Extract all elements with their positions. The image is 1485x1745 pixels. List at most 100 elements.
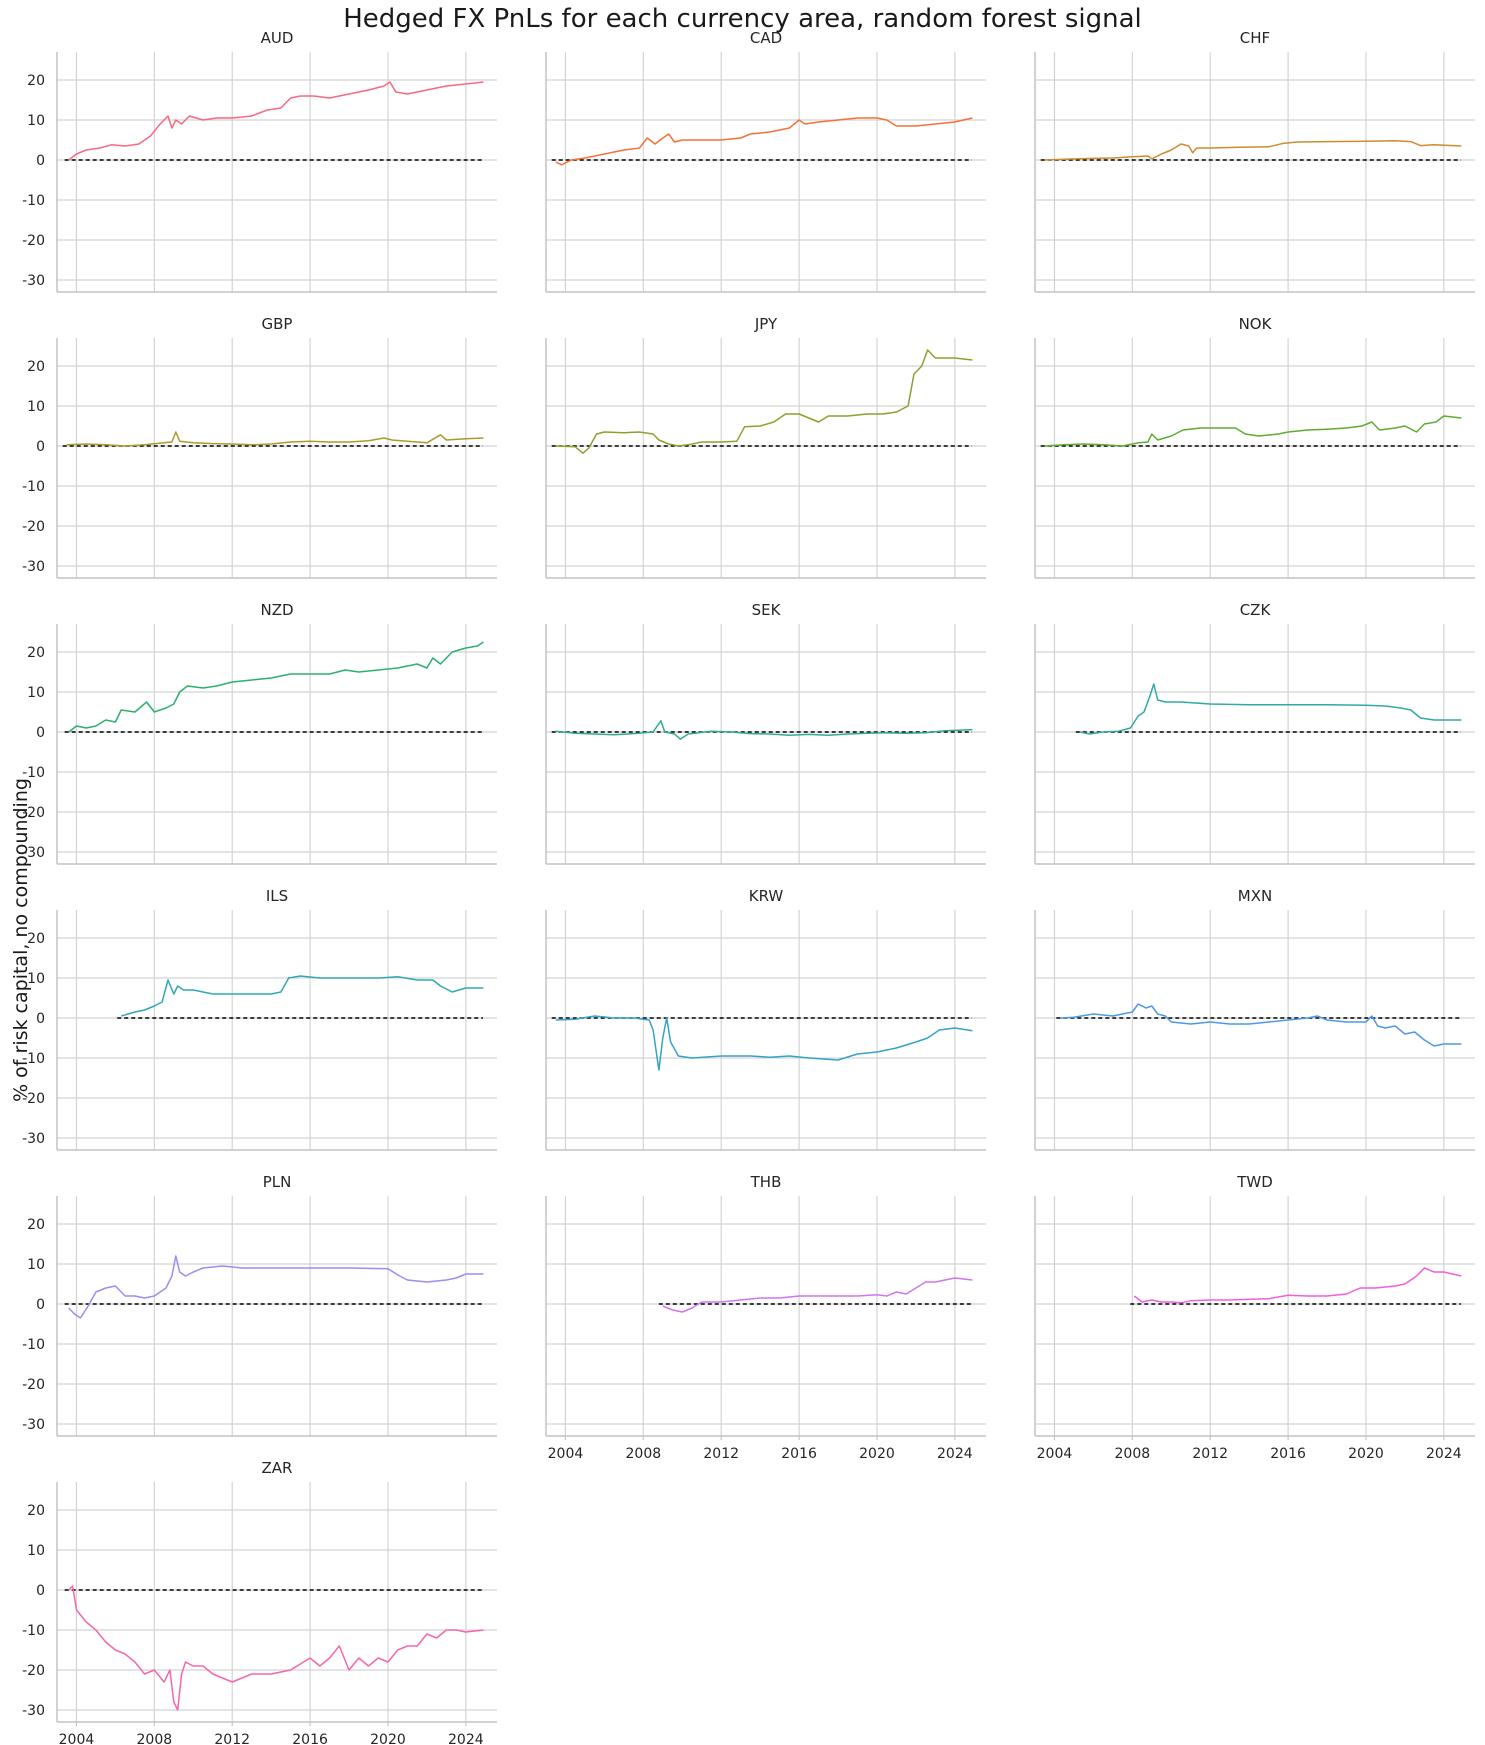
panel-title-thb: THB <box>750 1173 782 1191</box>
y-tick-label: 10 <box>27 113 45 129</box>
x-tick-label: 2012 <box>1192 1446 1228 1462</box>
panel-title-sek: SEK <box>752 601 782 619</box>
y-tick-label: 0 <box>36 439 45 455</box>
panel-nzd: NZD -30 -20 -10 0 10 20 <box>22 601 497 865</box>
y-tick-label: -10 <box>22 1337 45 1353</box>
series-line-gbp <box>66 431 484 447</box>
series-line-jpy <box>555 349 973 454</box>
x-tick-label: 2020 <box>370 1732 406 1745</box>
y-tick-label: 10 <box>27 685 45 701</box>
series-line-chf <box>1044 140 1462 161</box>
series-line-sek <box>555 720 973 740</box>
panel-sek: SEK <box>545 601 986 865</box>
y-tick-label: 0 <box>36 153 45 169</box>
y-tick-label: -20 <box>22 1091 45 1107</box>
y-tick-label: 0 <box>36 1583 45 1599</box>
panel-zar: ZAR -30 -20 -10 0 10 20 2004 2008 2012 2016 2020 202… <box>22 1459 497 1745</box>
series-line-ils <box>120 975 484 1017</box>
panel-title-krw: KRW <box>749 887 784 905</box>
y-tick-label: -20 <box>22 805 45 821</box>
series-line-pln <box>68 1255 484 1319</box>
panel-title-jpy: JPY <box>754 315 778 333</box>
y-tick-label: 10 <box>27 1257 45 1273</box>
panel-title-mxn: MXN <box>1238 887 1272 905</box>
y-tick-label: -30 <box>22 1131 45 1147</box>
x-tick-label: 2024 <box>937 1446 973 1462</box>
panel-title-nok: NOK <box>1239 315 1273 333</box>
panel-krw: KRW <box>545 887 986 1151</box>
series-line-zar <box>68 1585 484 1711</box>
x-tick-label: 2008 <box>626 1446 662 1462</box>
x-tick-label: 2024 <box>448 1732 484 1745</box>
y-tick-label: 10 <box>27 399 45 415</box>
x-tick-label: 2020 <box>1348 1446 1384 1462</box>
panel-title-ils: ILS <box>266 887 288 905</box>
y-tick-label: 10 <box>27 971 45 987</box>
y-tick-label: -10 <box>22 193 45 209</box>
panel-title-chf: CHF <box>1240 29 1270 47</box>
panel-title-czk: CZK <box>1240 601 1272 619</box>
panel-nok: NOK <box>1034 315 1475 579</box>
y-tick-label: -20 <box>22 233 45 249</box>
series-line-nok <box>1044 415 1462 447</box>
panel-pln: PLN -30 -20 -10 0 10 20 <box>22 1173 497 1437</box>
y-tick-label: 20 <box>27 73 45 89</box>
y-tick-label: -30 <box>22 273 45 289</box>
series-line-nzd <box>68 641 484 733</box>
y-tick-label: -10 <box>22 1051 45 1067</box>
y-tick-label: -20 <box>22 1663 45 1679</box>
panel-title-nzd: NZD <box>260 601 293 619</box>
panel-gbp: GBP -30 -20 -10 0 10 20 <box>22 315 497 579</box>
panel-aud: AUD -30 -20 -10 0 10 20 <box>22 29 497 293</box>
series-line-czk <box>1079 683 1462 735</box>
y-tick-label: -30 <box>22 845 45 861</box>
series-line-thb <box>662 1277 973 1313</box>
x-tick-label: 2012 <box>703 1446 739 1462</box>
panel-title-zar: ZAR <box>262 1459 293 1477</box>
panel-title-cad: CAD <box>750 29 782 47</box>
panel-cad: CAD <box>545 29 986 293</box>
x-tick-label: 2012 <box>214 1732 250 1745</box>
y-tick-label: 0 <box>36 1297 45 1313</box>
series-line-twd <box>1133 1267 1462 1304</box>
y-tick-label: 20 <box>27 1503 45 1519</box>
y-tick-label: 10 <box>27 1543 45 1559</box>
series-line-krw <box>555 1015 973 1071</box>
x-tick-label: 2004 <box>1037 1446 1073 1462</box>
y-tick-label: -20 <box>22 1377 45 1393</box>
x-tick-label: 2008 <box>1115 1446 1151 1462</box>
x-tick-label: 2016 <box>292 1732 328 1745</box>
y-tick-label: -10 <box>22 479 45 495</box>
x-tick-label: 2004 <box>59 1732 95 1745</box>
panel-title-aud: AUD <box>261 29 294 47</box>
series-line-mxn <box>1060 1003 1462 1047</box>
x-tick-label: 2016 <box>1270 1446 1306 1462</box>
x-tick-label: 2008 <box>137 1732 173 1745</box>
panel-title-pln: PLN <box>263 1173 292 1191</box>
panel-ils: ILS -30 -20 -10 0 10 20 <box>22 887 497 1151</box>
y-tick-label: -30 <box>22 1703 45 1719</box>
series-line-cad <box>555 117 973 166</box>
y-tick-label: 20 <box>27 359 45 375</box>
x-tick-label: 2024 <box>1426 1446 1462 1462</box>
y-tick-label: 20 <box>27 931 45 947</box>
chart-title: Hedged FX PnLs for each currency area, r… <box>343 4 1142 34</box>
panel-thb: THB 2004 2008 2012 2016 2020 2024 <box>545 1173 986 1462</box>
y-tick-label: 0 <box>36 1011 45 1027</box>
panel-title-gbp: GBP <box>262 315 293 333</box>
series-line-aud <box>68 81 484 161</box>
y-tick-label: 20 <box>27 1217 45 1233</box>
x-tick-label: 2020 <box>859 1446 895 1462</box>
y-tick-label: 20 <box>27 645 45 661</box>
panel-czk: CZK <box>1034 601 1475 865</box>
panel-title-twd: TWD <box>1236 1173 1273 1191</box>
y-tick-label: -10 <box>22 765 45 781</box>
x-tick-label: 2016 <box>781 1446 817 1462</box>
panel-jpy: JPY <box>545 315 986 579</box>
y-tick-label: 0 <box>36 725 45 741</box>
y-tick-label: -20 <box>22 519 45 535</box>
y-tick-label: -30 <box>22 1417 45 1433</box>
y-tick-label: -10 <box>22 1623 45 1639</box>
panel-mxn: MXN <box>1034 887 1475 1151</box>
